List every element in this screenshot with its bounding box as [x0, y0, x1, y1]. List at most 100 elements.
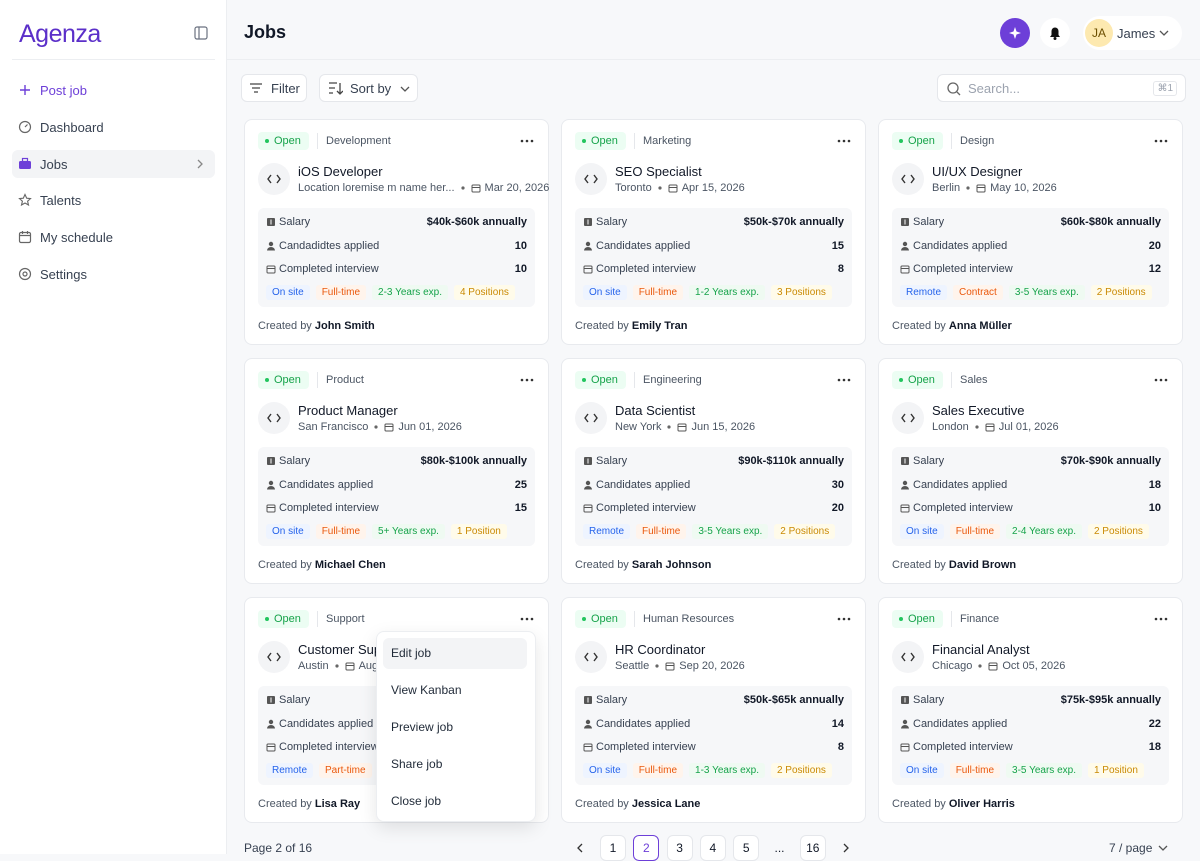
detail-value: 10 — [1148, 502, 1161, 514]
job-icon — [892, 163, 924, 195]
detail-value: 10 — [514, 239, 527, 252]
detail-label: Completed interview — [266, 502, 379, 514]
detail-row: Salary $50k-$70k annually — [583, 213, 844, 231]
icon — [584, 241, 592, 250]
tag: Full-time — [315, 285, 367, 300]
detail-value: 8 — [837, 263, 844, 275]
job-card[interactable]: Open Sales Sales Executive London Jul 01, 20… — [878, 358, 1183, 584]
job-icon — [575, 163, 607, 195]
detail-row: Completed interview 12 — [900, 260, 1161, 278]
menu-item[interactable]: View Kanban — [391, 683, 462, 697]
created-by-label: Created by — [258, 320, 312, 332]
user-menu[interactable]: JA James — [1083, 16, 1182, 50]
icon — [266, 504, 276, 513]
menu-item[interactable]: Share job — [391, 757, 443, 771]
detail-row: Salary $80k-$100k annually — [266, 452, 527, 470]
page-button[interactable]: 5 — [733, 835, 760, 861]
page-button[interactable]: 1 — [600, 835, 626, 861]
page-button[interactable]: 4 — [699, 835, 726, 861]
icon — [988, 662, 998, 671]
job-icon — [258, 641, 290, 673]
detail-label: Candadidtes applied — [266, 240, 379, 252]
icon — [843, 843, 849, 853]
icon — [901, 457, 909, 465]
details: Salary $90k-$110k annually Candidates appl… — [575, 447, 852, 546]
notification-button[interactable] — [1040, 18, 1070, 48]
department: Design — [951, 133, 994, 149]
nav-item[interactable]: Jobs — [12, 150, 215, 178]
job-card[interactable]: Open Engineering Data Scientist New York Jun… — [561, 358, 866, 584]
icon — [583, 504, 593, 513]
detail-row: Completed interview 10 — [900, 499, 1161, 517]
menu-item[interactable]: Preview job — [391, 720, 454, 734]
page-button[interactable]: ... — [774, 841, 785, 855]
tag: 2 Positions — [1090, 285, 1152, 300]
nav-item[interactable]: Settings — [12, 260, 215, 288]
status-pill: Open — [892, 610, 943, 628]
tag: 1 Position — [450, 524, 507, 539]
nav-item[interactable]: Dashboard — [12, 113, 215, 141]
icon — [20, 85, 30, 95]
detail-label: Completed interview — [900, 263, 1013, 275]
job-card[interactable]: Open Finance Financial Analyst Chicago Oct 0… — [878, 597, 1183, 823]
icon — [584, 480, 592, 489]
creator-name: Anna Müller — [948, 320, 1012, 332]
ai-button[interactable] — [1000, 18, 1030, 48]
job-card[interactable]: Open Human Resources HR Coordinator Seattle… — [561, 597, 866, 823]
detail-value: 22 — [1148, 717, 1161, 730]
page-size[interactable]: 7 / page — [1109, 841, 1168, 855]
collapse-icon[interactable] — [194, 26, 208, 40]
nav-item[interactable]: My schedule — [12, 223, 215, 251]
job-card[interactable]: Open Marketing SEO Specialist Toronto Apr 15… — [561, 119, 866, 345]
date: Jun 15, 2026 — [691, 421, 756, 433]
filter-button[interactable]: Filter — [241, 74, 307, 102]
search-box[interactable]: Search... ⌘1 — [937, 74, 1186, 102]
tags: Remote Contract 3-5 Years exp. 2 Positions — [900, 285, 1152, 300]
job-title: Sales Executive — [932, 403, 1025, 418]
job-card[interactable]: Open Design UI/UX Designer Berlin May 10, 20… — [878, 119, 1183, 345]
detail-label: Completed interview — [583, 502, 696, 514]
tag: Full-time — [949, 524, 1001, 539]
detail-row: Candidates applied 30 — [583, 476, 844, 494]
nav-item[interactable]: Post job — [12, 76, 215, 104]
detail-label: Candidates applied — [583, 718, 690, 730]
icon — [901, 174, 915, 184]
page-button[interactable]: 2 — [633, 835, 660, 861]
status-pill: Open — [892, 371, 943, 389]
detail-row: Completed interview 8 — [583, 738, 844, 756]
nav-item[interactable]: Talents — [12, 186, 215, 214]
details: Salary $70k-$90k annually Candidates appli… — [892, 447, 1169, 546]
detail-value: 14 — [831, 717, 844, 730]
detail-label: Candidates applied — [900, 718, 1007, 730]
detail-label: Completed interview — [900, 502, 1013, 514]
detail-row: Salary $90k-$110k annually — [583, 452, 844, 470]
user-name: James — [1117, 26, 1156, 41]
page-button[interactable]: 3 — [666, 835, 693, 861]
created-by: Created by Lisa Ray — [258, 798, 360, 810]
job-card[interactable]: Open Product Product Manager San Francisco J… — [244, 358, 549, 584]
location: Austin — [298, 660, 329, 672]
detail-label: Candidates applied — [900, 479, 1007, 491]
tag: On site — [583, 285, 627, 300]
menu-item[interactable]: Edit job — [383, 638, 527, 669]
job-card[interactable]: Open Development iOS Developer Location lor… — [244, 119, 549, 345]
tags: Remote Part-time — [266, 763, 372, 778]
filter-label: Filter — [271, 80, 300, 96]
job-icon — [258, 163, 290, 195]
detail-value: 18 — [1148, 478, 1161, 491]
detail-row: Candidates applied 25 — [266, 476, 527, 494]
nav-label: Jobs — [40, 156, 68, 172]
sort-button[interactable]: Sort by — [319, 74, 418, 102]
menu-item[interactable]: Close job — [391, 794, 442, 808]
created-by: Created by John Smith — [258, 320, 375, 332]
job-meta: San Francisco Jun 01, 2026 — [298, 421, 462, 433]
page-button[interactable]: 16 — [799, 835, 826, 861]
icon — [197, 159, 203, 169]
icon — [966, 186, 970, 190]
icon — [985, 423, 995, 432]
detail-row: Salary $50k-$65k annually — [583, 691, 844, 709]
icon — [584, 652, 598, 662]
detail-label: Candidates applied — [583, 240, 690, 252]
logo: Agenza — [19, 20, 101, 48]
details: Salary $60k-$80k annually Candidates appli… — [892, 208, 1169, 307]
